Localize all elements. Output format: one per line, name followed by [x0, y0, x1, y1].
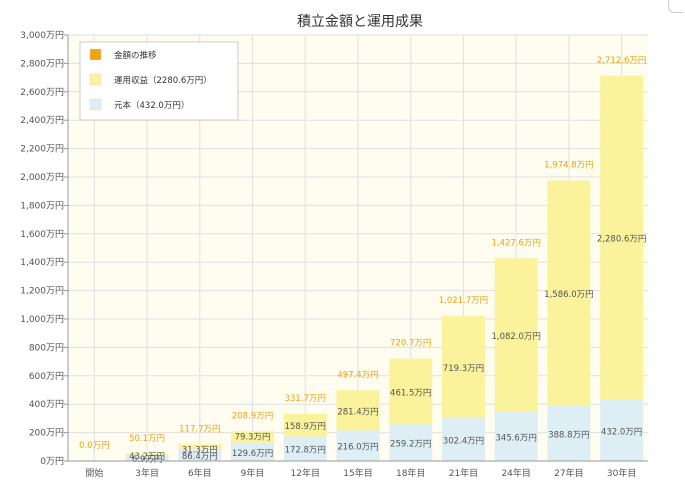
y-tick-label: 400万円: [29, 399, 64, 410]
bar-principal-label: 172.8万円: [285, 446, 326, 456]
legend-label-principal: 元本（432.0万円）: [114, 100, 189, 111]
bar-return-label: 158.9万円: [285, 422, 326, 432]
bar-principal: [547, 405, 591, 461]
bar-return-label: 719.3万円: [443, 364, 484, 374]
y-tick-label: 200万円: [29, 428, 64, 439]
bar-return: [547, 180, 591, 406]
bar-return: [283, 413, 327, 437]
x-tick-label: 6年目: [188, 467, 212, 479]
bar-principal-label: 216.0万円: [337, 443, 378, 453]
x-tick-label: 12年目: [291, 467, 320, 479]
bar-return: [494, 258, 538, 412]
y-tick-label: 1,200万円: [20, 286, 64, 297]
y-tick-label: 2,000万円: [20, 172, 64, 183]
x-tick-label: 27年目: [554, 467, 583, 479]
chart-title: 積立金額と運用成果: [297, 14, 423, 30]
x-tick-label: 15年目: [343, 467, 372, 479]
total-label: 1,021.7万円: [439, 296, 488, 306]
x-tick-label: 18年目: [396, 467, 425, 479]
bar-return-label: 1,586.0万円: [544, 290, 593, 300]
y-tick-label: 1,800万円: [20, 200, 64, 211]
bar-return: [125, 453, 169, 455]
y-tick-label: 2,800万円: [20, 58, 64, 69]
x-tick-label: 21年目: [449, 467, 478, 479]
y-tick-label: 3,000万円: [20, 30, 64, 41]
y-tick-label: 600万円: [29, 371, 64, 382]
total-label: 1,427.6万円: [491, 238, 540, 248]
x-tick-label: 3年目: [135, 467, 159, 479]
bar-return: [336, 390, 380, 431]
bar-principal-label: 86.4万円: [182, 452, 218, 462]
bar-return-label: 1,082.0万円: [491, 332, 540, 342]
legend-label-totals: 金額の推移: [114, 50, 157, 61]
total-label: 50.1万円: [129, 434, 165, 444]
total-label: 117.7万円: [179, 424, 220, 434]
bar-principal: [336, 430, 380, 461]
bar-return: [231, 431, 275, 443]
bar-return-label: 461.5万円: [390, 388, 431, 398]
x-tick-label: 9年目: [241, 467, 265, 479]
total-label: 1,974.8万円: [544, 161, 593, 171]
bar-principal: [600, 399, 644, 461]
x-tick-label: 24年目: [501, 467, 530, 479]
bar-return-label: 79.3万円: [235, 432, 271, 442]
bar-return-label: 31.3万円: [182, 445, 218, 455]
bar-principal-label: 388.8万円: [548, 430, 589, 440]
y-tick-label: 2,400万円: [20, 115, 64, 126]
y-tick-label: 2,600万円: [20, 87, 64, 98]
bar-principal: [231, 442, 275, 461]
legend-box: [79, 41, 239, 121]
bar-principal-label: 432.0万円: [601, 427, 642, 437]
bar-principal: [283, 436, 327, 461]
x-tick-label: 30年目: [607, 467, 636, 479]
bar-principal: [178, 448, 222, 461]
legend-swatch-return: [89, 73, 102, 86]
total-label: 720.7万円: [390, 339, 431, 349]
bar-principal: [389, 424, 433, 461]
bar-principal: [441, 418, 485, 461]
legend-swatch-totals: [89, 48, 102, 61]
total-label: 331.7万円: [285, 394, 326, 404]
bar-principal-label: 129.6万円: [232, 449, 273, 459]
y-tick-label: 0万円: [40, 456, 64, 467]
bar-return-label: 6.9万円: [132, 455, 163, 465]
bar-return-label: 2,280.6万円: [597, 235, 646, 245]
legend-swatch-principal: [89, 98, 102, 111]
y-tick-label: 1,600万円: [20, 229, 64, 240]
bar-return-label: 281.4万円: [337, 407, 378, 417]
y-tick-label: 2,200万円: [20, 144, 64, 155]
y-tick-label: 1,400万円: [20, 257, 64, 268]
bar-return: [441, 315, 485, 419]
bar-principal-label: 43.2万円: [129, 452, 165, 462]
total-label: 0.0万円: [79, 441, 110, 451]
legend-label-return: 運用収益（2280.6万円）: [114, 75, 212, 86]
x-tick-label: 開始: [85, 467, 103, 479]
bar-principal-label: 302.4万円: [443, 437, 484, 447]
bar-principal: [125, 454, 169, 461]
bar-principal-label: 259.2万円: [390, 440, 431, 450]
y-tick-label: 800万円: [29, 342, 64, 353]
bar-return: [600, 75, 644, 400]
bar-principal-label: 345.6万円: [496, 433, 537, 443]
bar-return: [178, 444, 222, 449]
total-label: 497.4万円: [337, 370, 378, 380]
total-label: 2,712.6万円: [597, 56, 646, 66]
total-label: 208.9万円: [232, 411, 273, 421]
bar-return: [389, 358, 433, 425]
corner-mark: [668, 0, 683, 13]
y-tick-label: 1,000万円: [20, 314, 64, 325]
bar-principal: [494, 411, 538, 461]
